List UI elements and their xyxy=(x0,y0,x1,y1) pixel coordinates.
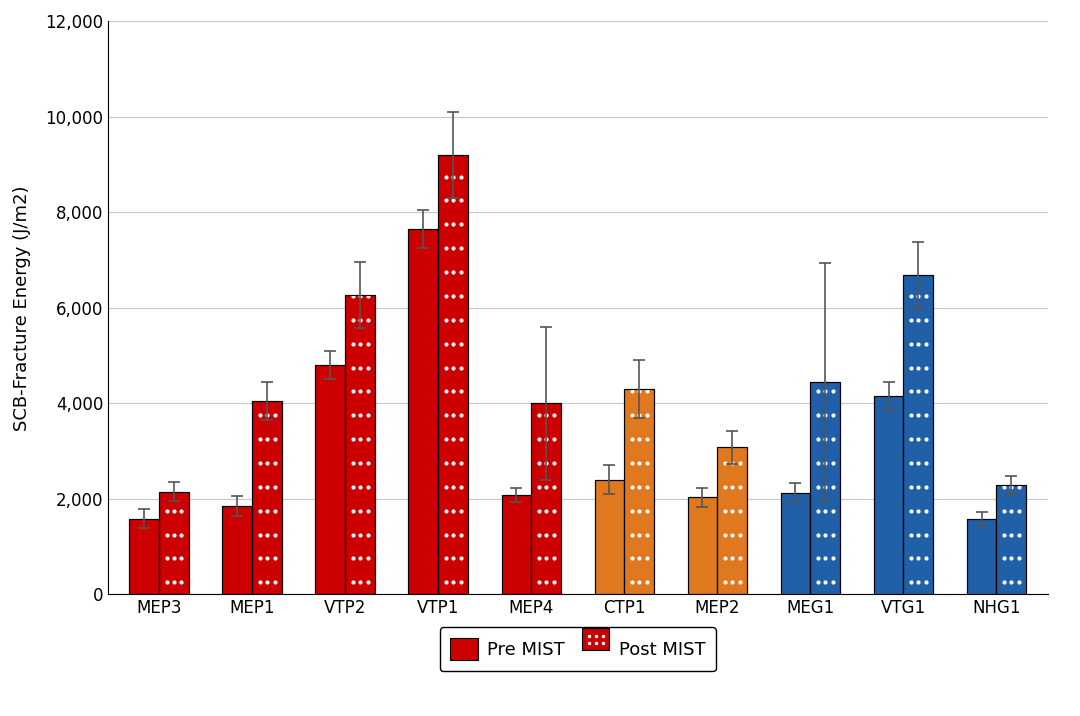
Bar xyxy=(967,519,997,594)
Bar xyxy=(130,519,159,594)
Bar xyxy=(253,401,282,594)
Bar xyxy=(315,365,346,594)
Bar xyxy=(346,295,375,594)
Bar xyxy=(624,389,654,594)
Bar xyxy=(903,276,933,594)
Bar xyxy=(130,519,159,594)
Bar xyxy=(408,229,438,594)
Bar xyxy=(717,448,747,594)
Bar xyxy=(501,495,531,594)
Bar xyxy=(997,485,1026,594)
Bar xyxy=(438,155,468,594)
Bar xyxy=(997,485,1026,594)
Bar xyxy=(159,492,189,594)
Bar xyxy=(253,401,282,594)
Y-axis label: SCB-Fracture Energy (J/m2): SCB-Fracture Energy (J/m2) xyxy=(13,185,31,430)
Bar xyxy=(408,229,438,594)
Bar xyxy=(315,365,346,594)
Bar xyxy=(159,492,189,594)
Bar xyxy=(624,389,654,594)
Bar xyxy=(531,403,561,594)
Bar xyxy=(688,498,717,594)
Bar xyxy=(222,506,253,594)
Bar xyxy=(874,396,903,594)
Legend: Pre MIST, Post MIST: Pre MIST, Post MIST xyxy=(440,627,716,671)
Bar xyxy=(595,480,624,594)
Bar xyxy=(688,498,717,594)
Bar xyxy=(810,382,840,594)
Bar xyxy=(438,155,468,594)
Bar xyxy=(531,403,561,594)
Bar xyxy=(717,448,747,594)
Bar xyxy=(501,495,531,594)
Bar xyxy=(781,493,810,594)
Bar xyxy=(595,480,624,594)
Bar xyxy=(903,276,933,594)
Bar xyxy=(874,396,903,594)
Bar xyxy=(346,295,375,594)
Bar xyxy=(222,506,253,594)
Bar xyxy=(781,493,810,594)
Bar xyxy=(810,382,840,594)
Bar xyxy=(967,519,997,594)
